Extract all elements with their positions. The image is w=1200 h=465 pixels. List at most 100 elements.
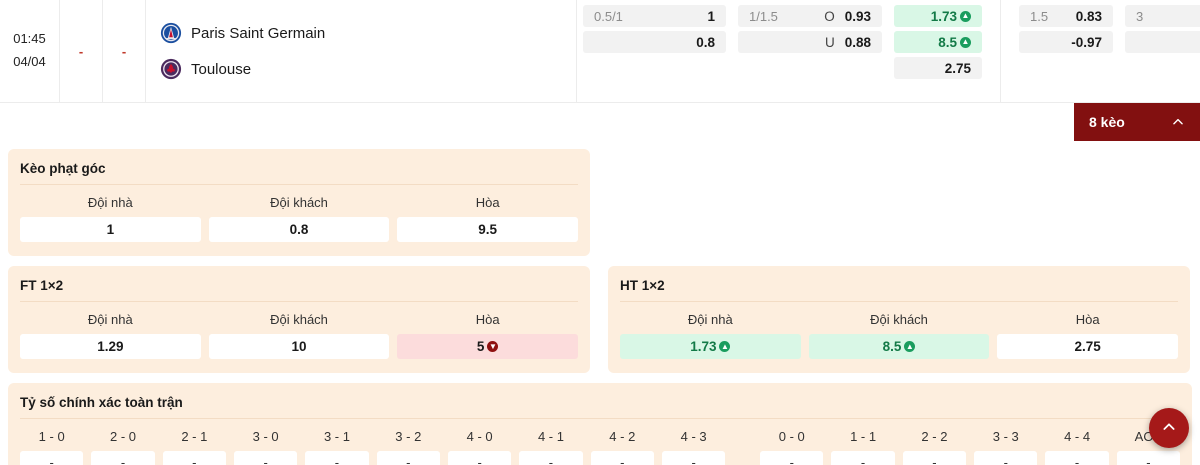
odds-value: -0.97: [1071, 34, 1102, 50]
ht1x2-header-1: Đội nhà: [687, 312, 733, 327]
correct-score-label: 0 - 0: [778, 429, 805, 444]
correct-score-column-left-6: 3 - 2--: [376, 423, 440, 465]
ht1x2-odds-cell-3[interactable]: 2.75: [997, 334, 1179, 359]
away-team-row[interactable]: Toulouse: [160, 58, 576, 80]
panel-correct-score: Tỷ số chính xác toàn trận 1 - 0--2 - 0--…: [8, 383, 1192, 465]
home-team-row[interactable]: Paris Saint Germain: [160, 22, 576, 44]
ht1x2-odds-cell-2[interactable]: 8.5 ▲: [808, 334, 990, 359]
odds-cell-ht-overunder-3: [1125, 57, 1200, 79]
correct-score-column-right-5: 4 - 4 -: [1045, 423, 1109, 465]
correct-score-cell[interactable]: -: [376, 451, 440, 465]
correct-score-cell[interactable]: -: [233, 451, 298, 465]
correct-score-cell[interactable]: -: [590, 451, 654, 465]
odds-cell-ht-overunder-1[interactable]: 3O0.93: [1125, 5, 1200, 27]
correct-score-cell[interactable]: -: [519, 451, 583, 465]
odds-value: 2.75: [944, 60, 971, 76]
score-away: -: [121, 43, 127, 59]
ft1x2-odds-cell-1[interactable]: 1.29: [20, 334, 201, 359]
odds-overunder: U: [824, 34, 835, 50]
correct-score-cell[interactable]: -: [661, 451, 726, 465]
odds-value: 0.83: [1075, 8, 1102, 24]
odds-value: 0.8: [696, 34, 715, 50]
home-team-name: Paris Saint Germain: [191, 24, 326, 42]
arrow-up-icon: ▲: [960, 36, 971, 48]
odds-handicap: 0.5/1: [594, 8, 623, 24]
odds-cell-ht-overunder-2[interactable]: U0.93: [1125, 31, 1200, 53]
teams-column: Paris Saint Germain Toulouse: [146, 0, 577, 102]
correct-score-cell[interactable]: -: [974, 451, 1038, 465]
correct-score-label: 3 - 1: [323, 429, 350, 444]
odds-cell-ft-1x2-2[interactable]: 8.5 ▲: [894, 31, 982, 53]
correct-score-grid: 1 - 0--2 - 0--2 - 1--3 - 0--3 - 1--3 - 2…: [20, 423, 1181, 465]
ft1x2-odds-cell-3[interactable]: 5 ▼: [397, 334, 579, 359]
markets-panels: Kèo phạt góc Đội nhà 1 Đội khách 0.8 Hòa 9.5 …: [0, 141, 1200, 465]
ht1x2-odds-value-1: 1.73: [690, 339, 717, 354]
correct-score-column-right-1: 0 - 0 -: [760, 423, 824, 465]
correct-score-label: 3 - 2: [395, 429, 422, 444]
correct-score-cell[interactable]: -: [447, 451, 512, 465]
odds-grid: 0.5/1 1 0.8 1/1.5 O 0.93 U 0.88 1.73 ▲ 8.5 ▲ 2.75 …: [577, 0, 1200, 102]
correct-score-column-right-3: 2 - 2 -: [902, 423, 967, 465]
ft1x2-header-1: Đội nhà: [87, 312, 133, 327]
odds-handicap: 1.5: [1030, 8, 1049, 24]
corner-columns: Đội nhà 1 Đội khách 0.8 Hòa 9.5: [20, 189, 579, 242]
correct-score-label: 4 - 2: [609, 429, 636, 444]
odds-cell-ft-1x2-1[interactable]: 1.73 ▲: [894, 5, 982, 27]
corner-column-3: Hòa 9.5: [397, 189, 579, 242]
correct-score-column-left-1: 1 - 0--: [20, 423, 84, 465]
corner-odds-cell-1[interactable]: 1: [20, 217, 201, 242]
score-home: -: [78, 43, 84, 59]
corner-odds-value-1: 1: [106, 222, 115, 237]
correct-score-label: 4 - 4: [1064, 429, 1091, 444]
ht1x2-odds-value-2: 8.5: [882, 339, 902, 354]
score-home-column: -: [60, 0, 103, 102]
odds-cell-ft-1x2-3[interactable]: 2.75: [894, 57, 982, 79]
match-row[interactable]: 01:45 04/04 - - P: [0, 0, 1200, 103]
ht1x2-odds-cell-1[interactable]: 1.73 ▲: [620, 334, 801, 359]
corner-header-3: Hòa: [475, 195, 500, 210]
arrow-up-icon: ▲: [719, 341, 731, 352]
correct-score-cell[interactable]: -: [20, 451, 84, 465]
away-team-name: Toulouse: [191, 60, 252, 78]
correct-score-column-left-10: 4 - 3--: [661, 423, 726, 465]
keo-count-toggle[interactable]: 8 kèo: [1074, 103, 1200, 141]
odds-cell-ft-handicap-1[interactable]: 0.5/1 1: [583, 5, 726, 27]
odds-cell-ft-handicap-2[interactable]: 0.8: [583, 31, 726, 53]
correct-score-cell[interactable]: -: [1116, 451, 1181, 465]
panel-title-ft-1x2: FT 1×2: [20, 278, 578, 302]
correct-score-cell[interactable]: -: [162, 451, 226, 465]
panel-title-correct-score: Tỷ số chính xác toàn trận: [20, 395, 1180, 419]
correct-score-grid-spacer: [733, 423, 752, 465]
corner-odds-cell-2[interactable]: 0.8: [208, 217, 390, 242]
correct-score-label: 4 - 0: [466, 429, 493, 444]
odds-cell-ft-overunder-2[interactable]: U 0.88: [738, 31, 882, 53]
panel-title-corner: Kèo phạt góc: [20, 161, 578, 185]
panel-corner-bet: Kèo phạt góc Đội nhà 1 Đội khách 0.8 Hòa 9.5: [8, 149, 590, 256]
odds-value: 1: [707, 8, 715, 24]
correct-score-label: 1 - 0: [38, 429, 65, 444]
ht1x2-column-3: Hòa 2.75: [997, 306, 1179, 359]
ft1x2-odds-value-2: 10: [291, 339, 307, 354]
ht1x2-column-2: Đội khách 8.5 ▲: [808, 306, 990, 359]
odds-cell-ht-handicap-1[interactable]: 1.5 0.83: [1019, 5, 1113, 27]
correct-score-cell[interactable]: -: [1045, 451, 1109, 465]
odds-cell-ft-overunder-1[interactable]: 1/1.5 O 0.93: [738, 5, 882, 27]
correct-score-cell[interactable]: -: [902, 451, 967, 465]
odds-group-ht-handicap: 1.5 0.83 -0.97: [1001, 0, 1119, 102]
correct-score-cell[interactable]: -: [91, 451, 155, 465]
odds-overunder: O: [824, 8, 835, 24]
correct-score-cell[interactable]: -: [831, 451, 895, 465]
odds-cell-ht-handicap-2[interactable]: -0.97: [1019, 31, 1113, 53]
correct-score-column-left-4: 3 - 0--: [233, 423, 298, 465]
panel-title-ht-1x2: HT 1×2: [620, 278, 1178, 302]
corner-odds-value-2: 0.8: [289, 222, 309, 237]
ht1x2-odds-value-3: 2.75: [1074, 339, 1101, 354]
ft1x2-odds-cell-2[interactable]: 10: [208, 334, 390, 359]
correct-score-cell[interactable]: -: [760, 451, 824, 465]
correct-score-cell[interactable]: -: [305, 451, 369, 465]
corner-odds-cell-3[interactable]: 9.5: [397, 217, 579, 242]
scroll-to-top-button[interactable]: [1149, 408, 1189, 448]
chevron-up-icon: [1161, 419, 1177, 438]
correct-score-column-left-5: 3 - 1--: [305, 423, 369, 465]
ft1x2-header-2: Đội khách: [270, 312, 328, 327]
